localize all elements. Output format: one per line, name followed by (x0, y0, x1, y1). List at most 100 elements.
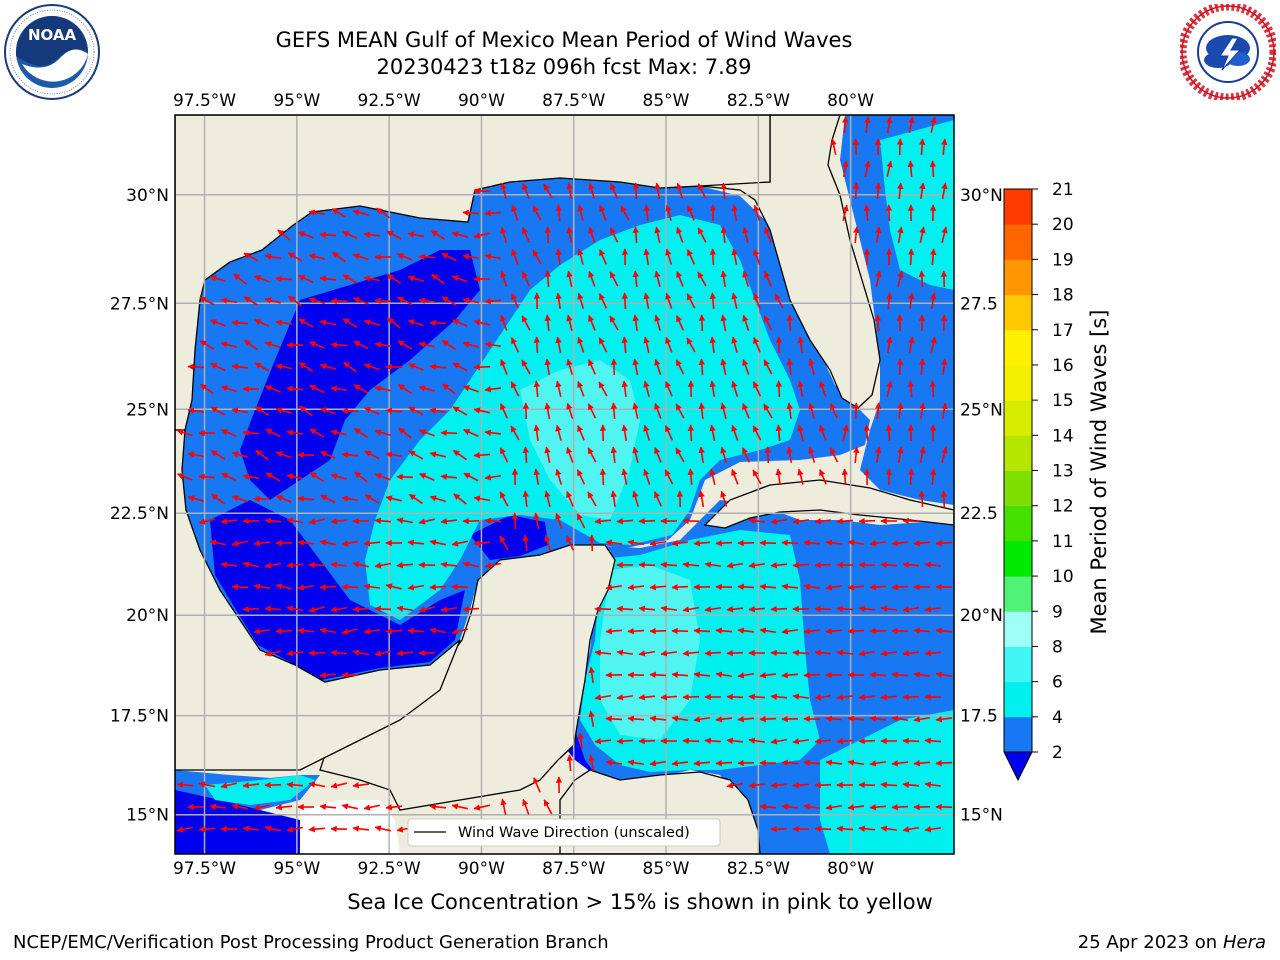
wind-arrow (638, 517, 656, 525)
wind-arrow (836, 517, 854, 525)
wind-arrow (309, 471, 325, 483)
wind-arrow (930, 248, 937, 266)
wind-arrow (715, 716, 733, 723)
wind-arrow (254, 318, 270, 328)
wind-arrow (748, 782, 766, 789)
wind-arrow (594, 605, 612, 613)
wind-arrow (774, 293, 784, 309)
wind-arrow (286, 781, 304, 788)
wind-arrow (451, 540, 468, 547)
wind-arrow (715, 627, 733, 634)
wind-arrow (875, 446, 882, 464)
wind-arrow (940, 490, 948, 508)
wind-arrow (319, 627, 337, 634)
wind-arrow (396, 253, 413, 261)
wind-arrow (763, 359, 773, 375)
wind-arrow (500, 358, 508, 375)
wind-arrow (654, 491, 662, 507)
wind-arrow (864, 116, 871, 134)
wind-arrow (440, 561, 458, 568)
wind-arrow (408, 450, 424, 460)
wind-arrow (533, 336, 541, 354)
wind-arrow (210, 362, 226, 372)
colorbar-label: Mean Period of Wind Waves [s] (1087, 310, 1111, 635)
wind-arrow (242, 473, 260, 480)
wind-arrow (364, 407, 380, 415)
wind-arrow (275, 804, 293, 811)
wind-arrow (660, 561, 678, 569)
wind-arrow (441, 296, 457, 306)
wind-arrow (643, 292, 650, 310)
wind-arrow (452, 319, 468, 327)
wind-arrow (726, 737, 744, 744)
wind-arrow (924, 649, 942, 657)
wind-arrow (499, 447, 509, 463)
wind-arrow (342, 274, 358, 284)
wind-arrow (341, 583, 359, 591)
lat-label-right: 15°N (960, 806, 1003, 826)
wind-arrow (429, 407, 447, 414)
wind-arrow (897, 270, 904, 287)
wind-arrow (836, 825, 854, 833)
wind-arrow (759, 583, 777, 590)
wind-arrow (511, 248, 519, 265)
wind-arrow (544, 314, 551, 332)
wind-arrow (242, 825, 260, 832)
wind-arrow (836, 649, 854, 656)
lon-label-top: 80°W (827, 91, 874, 111)
wind-arrow (576, 513, 586, 529)
wind-arrow (176, 826, 194, 833)
wind-arrow (731, 204, 738, 222)
wind-arrow (555, 336, 562, 354)
wind-arrow (842, 204, 849, 221)
wind-arrow (418, 429, 435, 437)
wind-arrow (587, 403, 597, 419)
wind-arrow (577, 292, 585, 309)
wind-arrow (297, 627, 315, 635)
wind-arrow (775, 468, 782, 486)
wind-arrow (253, 275, 270, 283)
colorbar-band (1004, 716, 1032, 753)
wind-arrow (698, 314, 706, 332)
wind-arrow (902, 693, 920, 701)
wind-arrow (500, 403, 508, 419)
wind-arrow (286, 385, 304, 393)
colorbar: 2 4 6 8 9 10 11 12 13 14 15 16 17 18 19 20 21 (1003, 180, 1074, 782)
wind-arrow (363, 275, 381, 282)
wind-arrow (254, 362, 270, 372)
wind-arrow (343, 361, 357, 373)
wind-arrow (211, 493, 225, 505)
wind-arrow (808, 402, 815, 419)
wind-arrow (452, 449, 468, 461)
wind-arrow (720, 490, 728, 507)
wind-arrow (731, 380, 739, 397)
wind-arrow (858, 825, 876, 832)
wind-arrow (566, 270, 573, 287)
wind-arrow (792, 693, 810, 700)
wind-arrow (676, 270, 684, 287)
wind-arrow (605, 539, 623, 546)
wind-arrow (869, 540, 887, 547)
wind-arrow (566, 314, 573, 331)
wind-arrow (935, 627, 953, 634)
wind-arrow (576, 469, 586, 485)
colorbar-tick-label: 11 (1052, 532, 1074, 552)
wind-arrow (374, 562, 392, 569)
wind-arrow (697, 227, 707, 243)
wind-arrow (499, 535, 509, 551)
wind-arrow (276, 495, 292, 503)
wind-arrow (588, 182, 595, 199)
wind-arrow (397, 296, 413, 306)
wind-arrow (264, 297, 281, 304)
wind-arrow (671, 760, 689, 767)
wind-arrow (298, 274, 314, 284)
wind-arrow (709, 336, 716, 354)
wind-arrow (627, 539, 645, 546)
wind-arrow (484, 298, 502, 305)
colorbar-tick-label: 18 (1052, 286, 1074, 306)
wind-arrow (605, 584, 623, 591)
wind-arrow (885, 204, 893, 222)
wind-arrow (902, 781, 920, 788)
wind-arrow (319, 583, 337, 591)
wind-arrow (594, 694, 612, 701)
